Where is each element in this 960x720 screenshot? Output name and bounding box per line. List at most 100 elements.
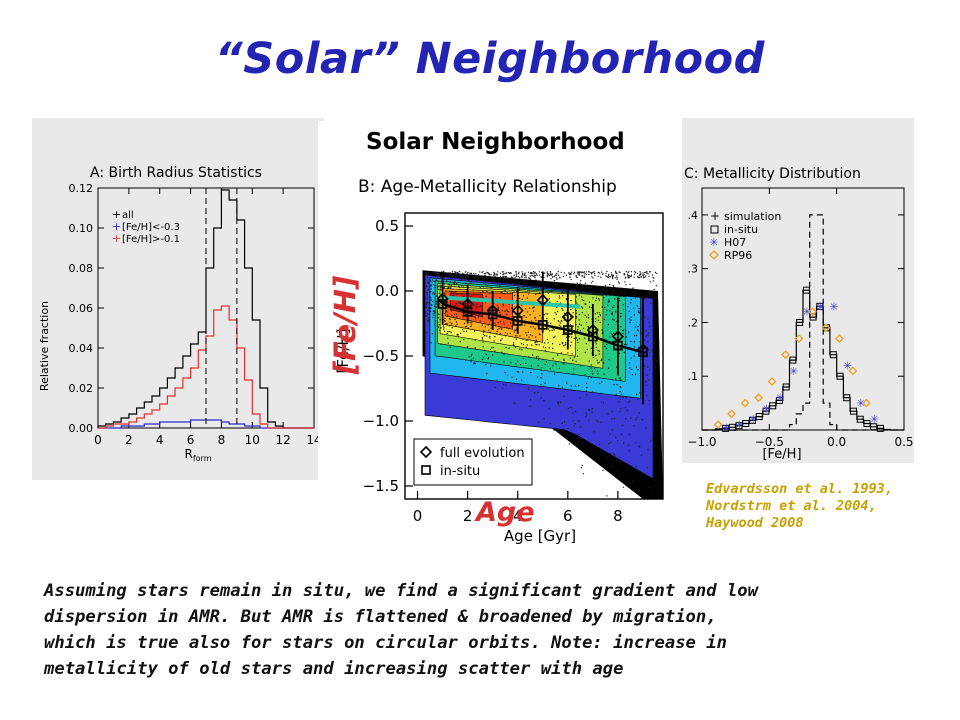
star-point [596, 370, 599, 372]
star-point [638, 392, 641, 394]
star-point [563, 345, 565, 347]
star-point [482, 356, 485, 359]
star-point [508, 272, 511, 274]
legend-label: [Fe/H]<-0.3 [122, 222, 180, 233]
star-point [429, 308, 431, 310]
star-point [628, 331, 630, 333]
star-point [500, 328, 503, 330]
star-point [521, 298, 523, 300]
star-point [607, 323, 610, 326]
star-point [588, 271, 590, 273]
star-point [602, 296, 605, 299]
star-point [616, 277, 618, 279]
star-point [577, 326, 579, 328]
star-point [568, 290, 571, 292]
star-point [577, 341, 579, 343]
star-point [560, 325, 562, 328]
star-point [602, 469, 604, 471]
star-point [462, 329, 464, 331]
star-point [509, 332, 511, 335]
star-point [610, 441, 612, 444]
star-point [425, 303, 428, 305]
references-block: Edvardsson et al. 1993, Nordstrm et al. … [706, 481, 893, 532]
star-point [633, 276, 635, 279]
star-point [563, 421, 566, 423]
star-point [560, 289, 562, 292]
star-point [428, 313, 431, 316]
star-point [643, 273, 645, 275]
star-point [473, 330, 476, 332]
star-point [454, 285, 456, 288]
star-point [445, 322, 447, 325]
star-point [580, 467, 583, 469]
star-point [522, 358, 525, 360]
star-point [556, 306, 558, 309]
star-point [586, 293, 588, 295]
star-point [489, 319, 492, 321]
star-point [596, 312, 599, 314]
star-point [611, 465, 613, 467]
star-point [652, 361, 654, 363]
star-point [619, 377, 622, 379]
star-point [626, 409, 629, 412]
star-point [559, 276, 561, 278]
star-point [629, 400, 631, 402]
star-point [528, 277, 530, 279]
star-point [590, 364, 592, 366]
star-point [586, 386, 588, 389]
star-point [647, 448, 649, 451]
star-point [454, 305, 456, 307]
star-point [656, 272, 658, 275]
star-point [569, 357, 571, 359]
star-point [558, 431, 560, 433]
star-point [483, 335, 486, 337]
star-point [630, 302, 632, 304]
star-point [445, 310, 448, 312]
star-point [551, 329, 553, 331]
star-point [593, 270, 595, 273]
star-point [572, 373, 575, 375]
legend-label: RP96 [724, 249, 752, 262]
in-situ-marker [863, 420, 871, 428]
star-point [616, 275, 618, 277]
star-point [470, 274, 472, 276]
star-point [486, 282, 488, 284]
star-point [578, 274, 580, 276]
star-point [655, 296, 658, 299]
star-point [530, 326, 532, 328]
star-point [603, 373, 605, 375]
h07-marker: ✳ [735, 419, 744, 432]
star-point [548, 347, 550, 349]
in-situ-point [537, 320, 548, 330]
star-point [430, 291, 432, 293]
star-point [575, 300, 577, 302]
star-point [564, 344, 566, 346]
star-point [471, 322, 473, 324]
star-point [488, 329, 490, 331]
star-point [459, 303, 462, 305]
star-point [605, 275, 607, 277]
star-point [544, 382, 546, 384]
star-point [575, 309, 578, 312]
star-point [655, 425, 657, 427]
star-point [446, 311, 448, 313]
star-point [536, 356, 538, 358]
y-tick-label: 0.08 [69, 262, 94, 275]
star-point [528, 336, 530, 338]
star-point [646, 394, 648, 397]
star-point [560, 271, 562, 274]
star-point [586, 414, 588, 416]
star-point [462, 272, 464, 275]
star-point [437, 321, 439, 323]
in-situ-marker [735, 422, 743, 430]
star-point [536, 274, 538, 277]
star-point [600, 421, 602, 424]
star-point [510, 277, 512, 279]
star-point [571, 353, 573, 355]
star-point [524, 277, 526, 279]
in-situ-marker [775, 396, 783, 404]
star-point [584, 282, 587, 284]
star-point [552, 357, 554, 360]
star-point [458, 273, 461, 275]
star-point [439, 313, 441, 315]
